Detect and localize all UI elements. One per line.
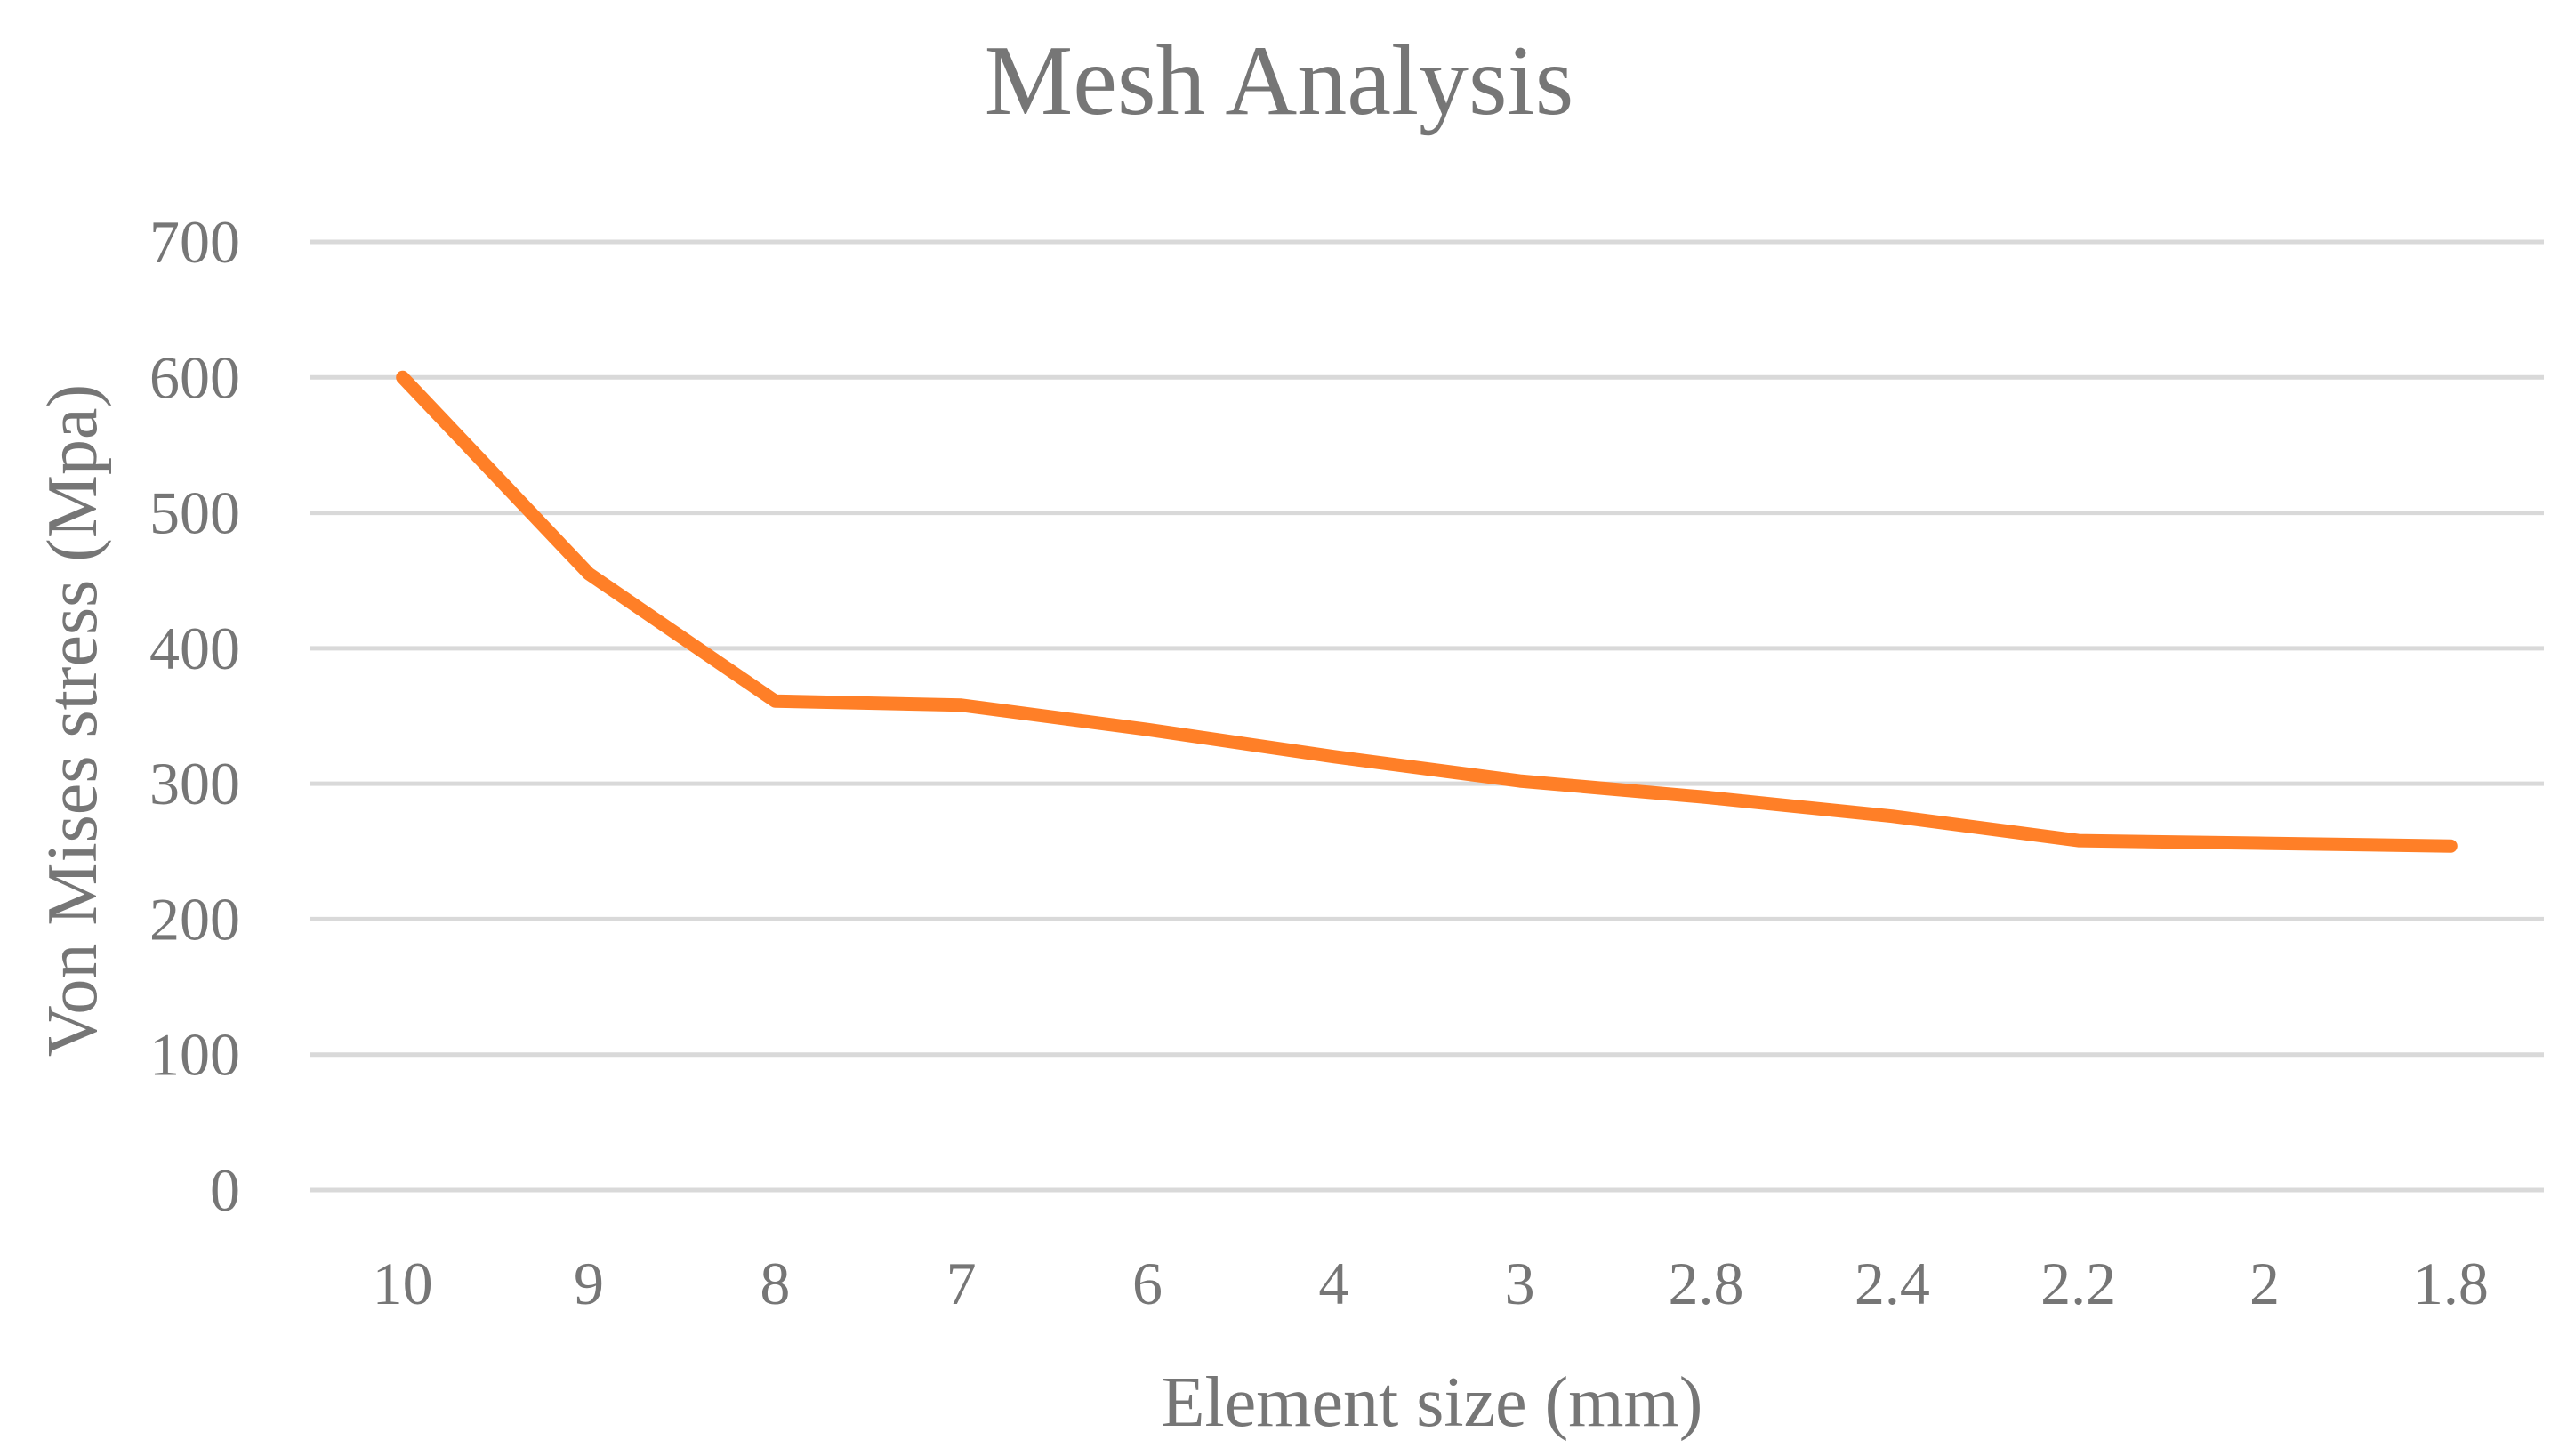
x-tick-label: 1.8 <box>2413 1250 2489 1317</box>
x-tick-label: 6 <box>1132 1250 1163 1317</box>
gridlines <box>310 239 2544 1193</box>
y-tick-label: 300 <box>149 750 240 817</box>
x-axis-ticks: 10 9 8 7 6 4 3 2.8 2.4 2.2 2 1.8 <box>373 1250 2489 1317</box>
x-tick-label: 8 <box>760 1250 790 1317</box>
y-tick-label: 100 <box>149 1021 240 1089</box>
series-layer <box>396 370 2458 853</box>
x-tick-label: 2.2 <box>2040 1250 2116 1317</box>
y-axis-title: Von Mises stress (Mpa) <box>34 384 112 1057</box>
y-tick-label: 0 <box>210 1156 240 1224</box>
x-tick-label: 9 <box>574 1250 604 1317</box>
x-tick-label: 10 <box>373 1250 433 1317</box>
x-tick-label: 2 <box>2249 1250 2280 1317</box>
x-tick-label: 2.8 <box>1669 1250 1744 1317</box>
x-tick-label: 2.4 <box>1855 1250 1930 1317</box>
x-tick-label: 3 <box>1505 1250 1535 1317</box>
y-tick-label: 700 <box>149 208 240 276</box>
y-tick-label: 400 <box>149 615 240 682</box>
x-tick-label: 7 <box>946 1250 977 1317</box>
x-axis-title: Element size (mm) <box>1162 1363 1703 1442</box>
chart-title: Mesh Analysis <box>985 26 1574 136</box>
y-tick-label: 600 <box>149 343 240 411</box>
y-tick-label: 200 <box>149 885 240 953</box>
y-tick-label: 500 <box>149 479 240 547</box>
x-tick-label: 4 <box>1318 1250 1348 1317</box>
series-line-0 <box>396 370 2458 853</box>
y-axis-ticks: 0 100 200 300 400 500 600 700 <box>149 208 240 1224</box>
